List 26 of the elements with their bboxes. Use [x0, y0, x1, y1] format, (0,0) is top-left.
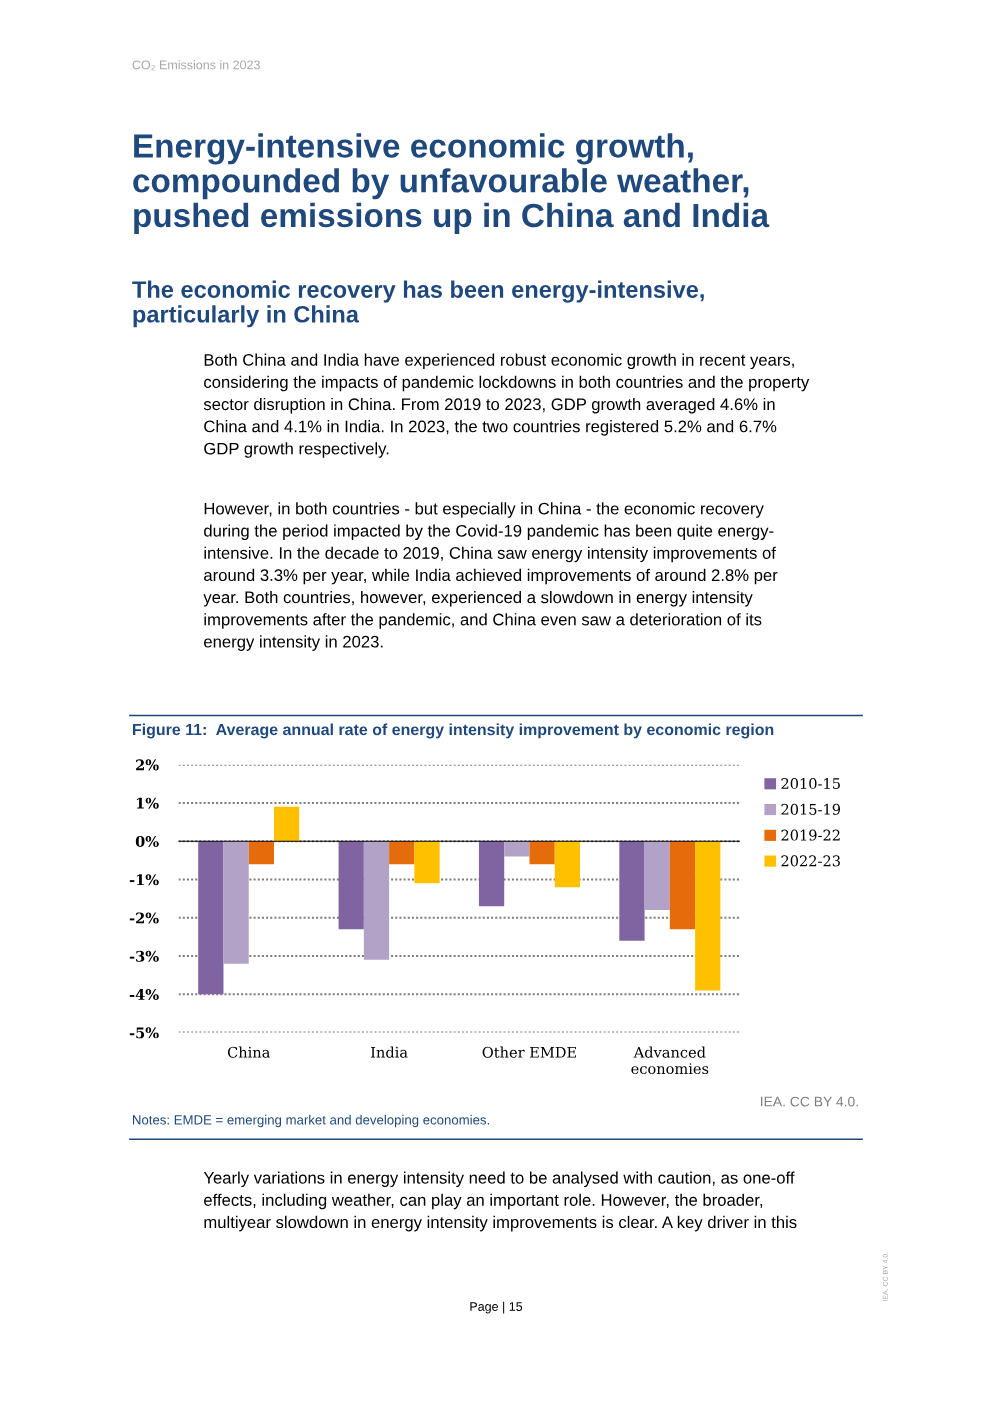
- y-tick-label: -1%: [129, 874, 159, 886]
- text: The economic recovery has been energy-intensive, particularly in China: [132, 280, 704, 328]
- text: CO₂ Emissions in 2023: [132, 60, 260, 71]
- text: Page | 15: [470, 1301, 523, 1314]
- text: Yearly variations in energy intensity need to be analysed with caution, as one-off effects, including weather, can play an important role. However, the broader, multiyear slowdown in energy intensity improvements is clear. A key driver in this: [203, 1171, 797, 1232]
- x-tick-label: India: [370, 1046, 408, 1058]
- legend-label: 2022-23: [781, 855, 840, 867]
- chart-title: Figure 11: Average annual rate of energy intensity improvement by economic region: [133, 723, 774, 739]
- x-tick-label: China: [227, 1046, 270, 1058]
- legend-label: 2010-15: [781, 778, 840, 790]
- text: Energy-intensive economic growth, compounded by unfavourable weather, pushed emissions up in China and India: [133, 133, 770, 234]
- text: IEA. CC BY 4.0.: [761, 1096, 858, 1107]
- text: Notes: EMDE = emerging market and developing economies.: [133, 1114, 489, 1128]
- legend-label: 2019-22: [781, 829, 840, 841]
- y-tick-label: 1%: [136, 797, 159, 809]
- y-tick-label: -4%: [129, 989, 159, 1001]
- y-tick-label: -5%: [129, 1027, 159, 1039]
- text: However, in both countries - but especially in China - the economic recovery during the period impacted by the Covid-19 pandemic has been quite energy- intensive. In the decade to 2019, China saw energy intensity improvements of around 3.3% per year, while India achieved improvements of around 2.8% per year. Both countries, however, experienced a slowdown in energy intensity improvements after the pandemic, and China even saw a deterioration of its energy intensity in 2023.: [203, 502, 778, 651]
- y-tick-label: -3%: [129, 950, 159, 962]
- x-tick-label: Other EMDE: [482, 1046, 576, 1058]
- text: Both China and India have experienced robust economic growth in recent years, considering the impacts of pandemic lockdowns in both countries and the property sector disruption in China. From 2019 to 2023, GDP growth averaged 4.6% in China and 4.1% in India. In 2023, the two countries registered 5.2% and 6.7% GDP growth respectively.: [203, 353, 810, 458]
- y-tick-label: 2%: [136, 759, 159, 771]
- y-tick-label: -2%: [129, 912, 159, 924]
- legend-label: 2015-19: [781, 803, 841, 815]
- y-tick-label: 0%: [135, 835, 159, 847]
- x-tick-label: Advanced economies: [631, 1046, 709, 1075]
